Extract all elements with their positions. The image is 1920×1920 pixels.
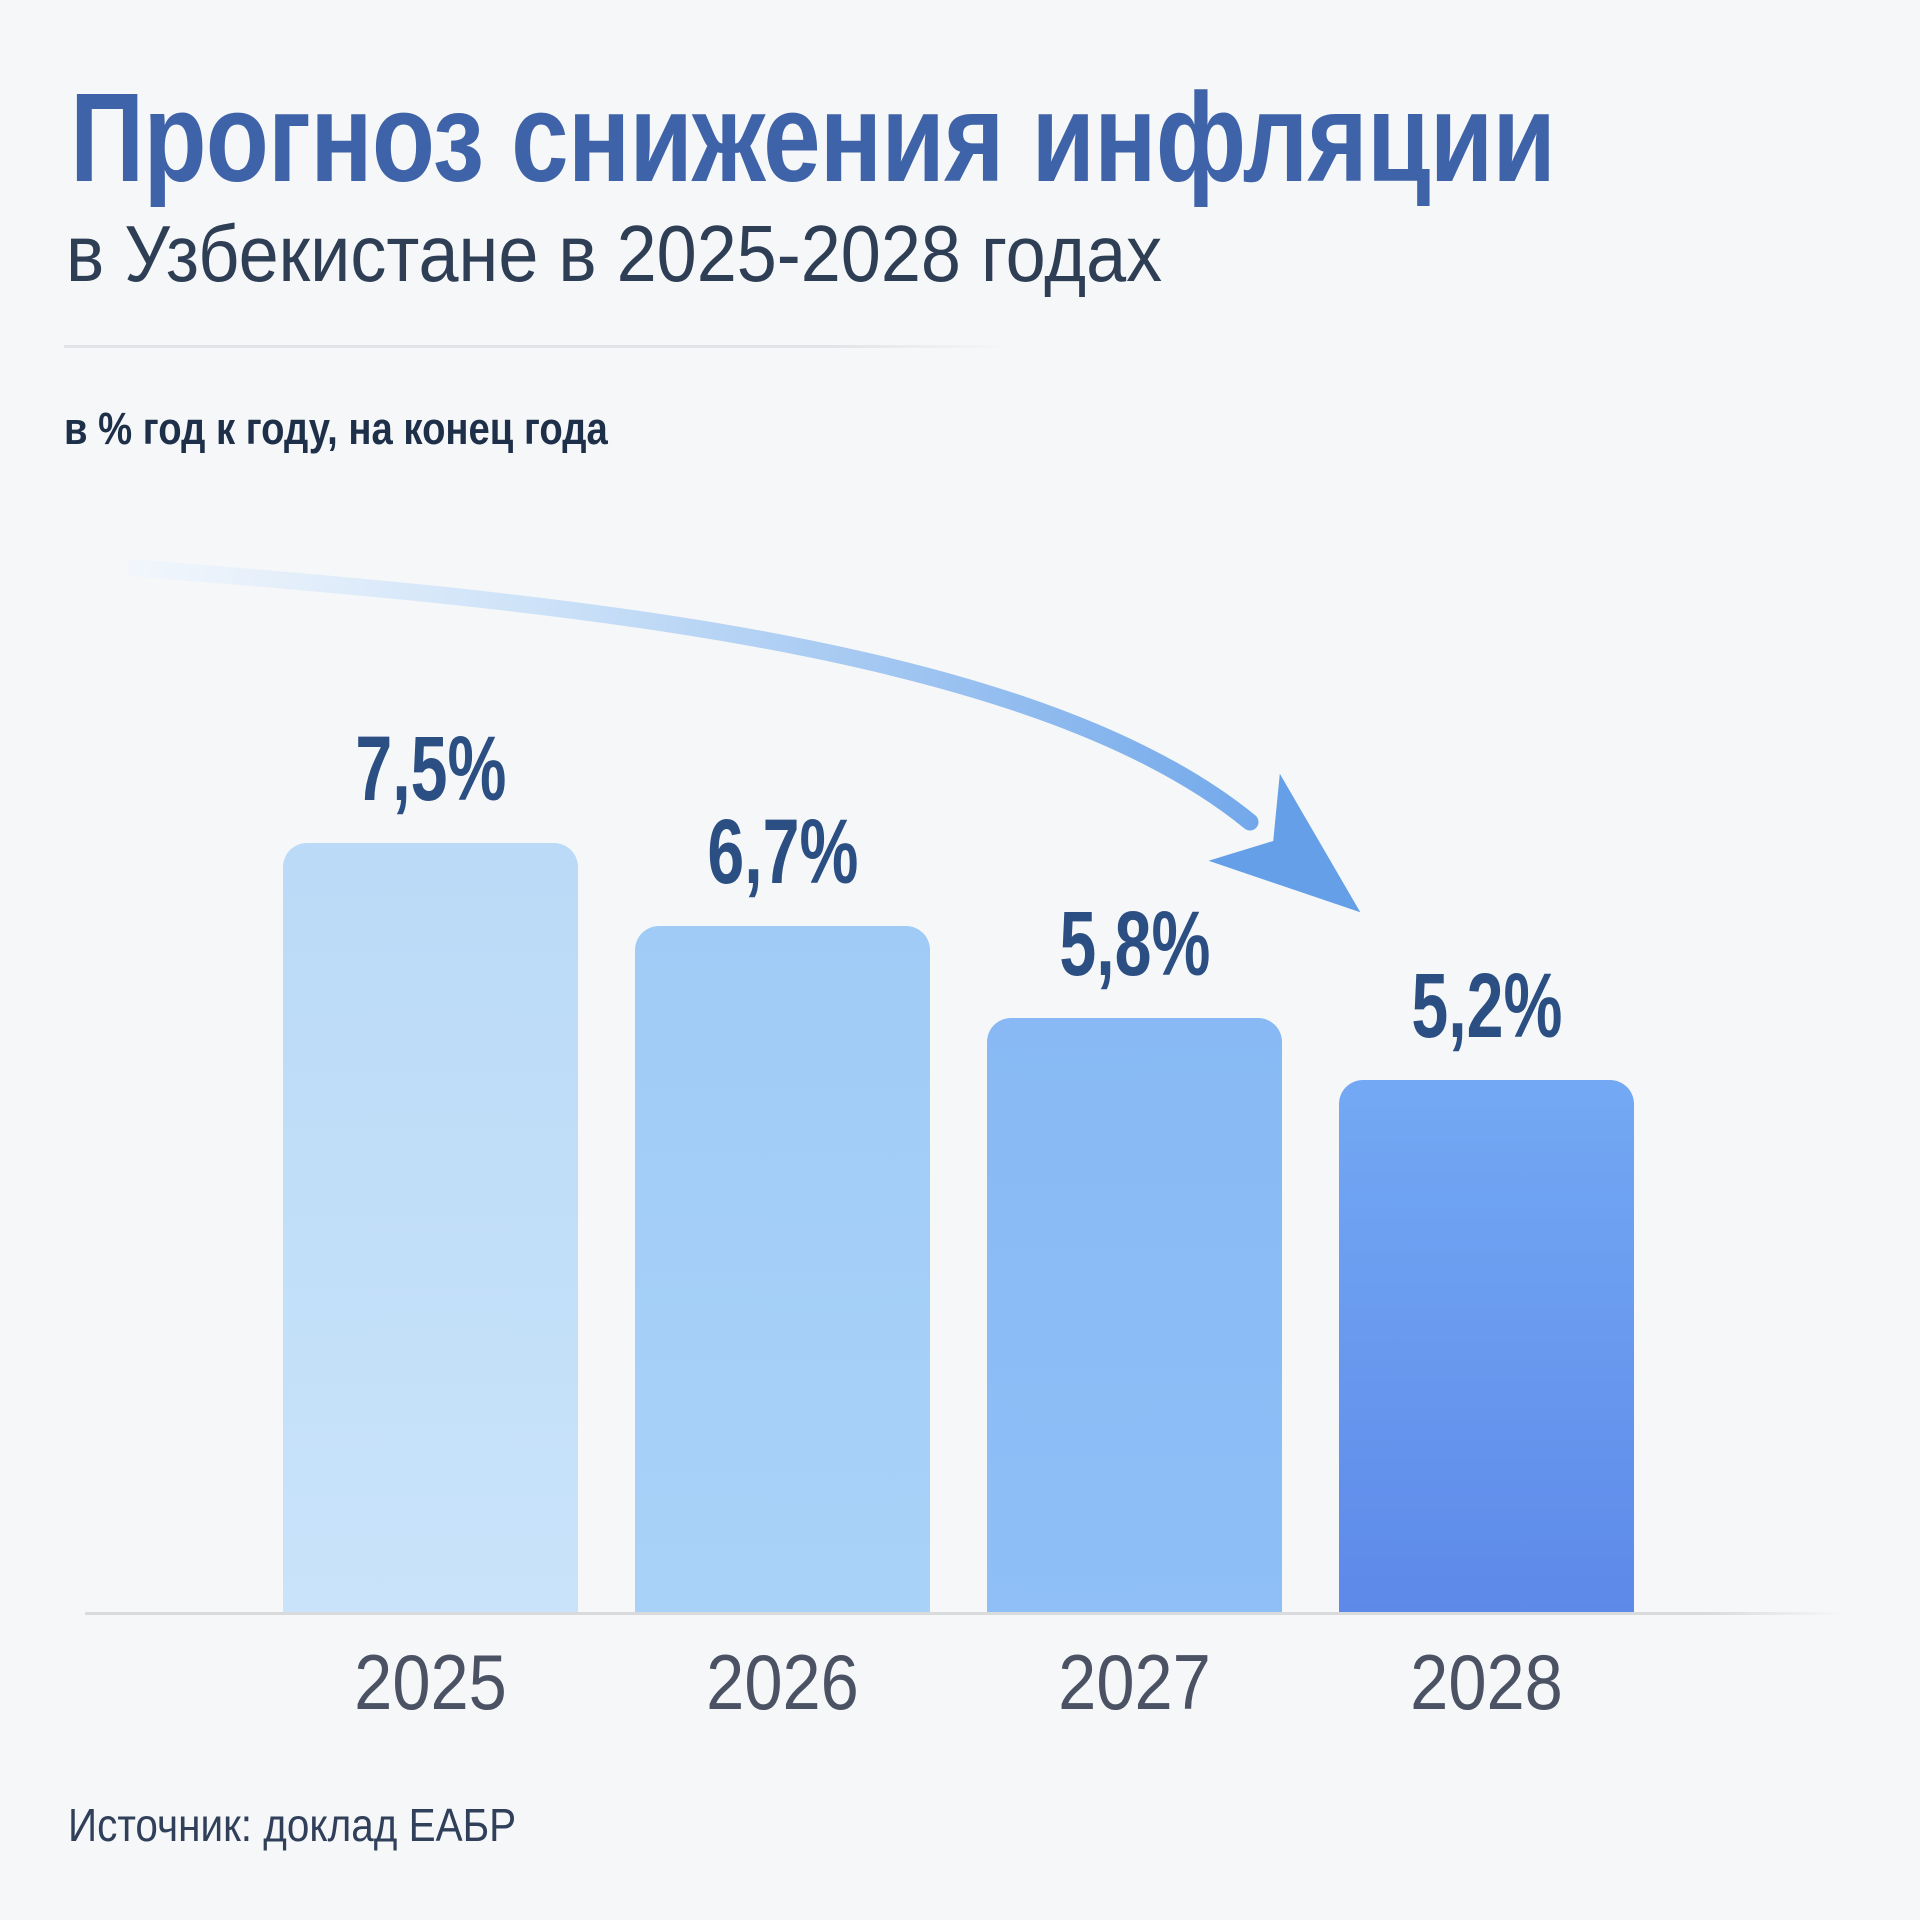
page-subtitle: в Узбекистане в 2025-2028 годах bbox=[66, 209, 1163, 298]
x-tick-2026: 2026 bbox=[706, 1638, 859, 1726]
bar-chart: 7,5% 6,7% 5,8% 5,2% bbox=[283, 723, 1634, 1615]
bar-value-label: 7,5% bbox=[354, 718, 506, 820]
bar-group-2026: 6,7% bbox=[635, 806, 930, 1615]
bar-group-2027: 5,8% bbox=[987, 898, 1282, 1615]
x-tick-2025: 2025 bbox=[354, 1638, 507, 1726]
page-title: Прогноз снижения инфляции bbox=[70, 67, 1556, 208]
bar-2025 bbox=[283, 843, 578, 1615]
bar-group-2028: 5,2% bbox=[1339, 960, 1634, 1615]
bar-group-2025: 7,5% bbox=[283, 723, 578, 1615]
x-axis-labels: 2025 2026 2027 2028 bbox=[283, 1643, 1634, 1721]
header-divider bbox=[64, 345, 1014, 348]
x-tick-2028: 2028 bbox=[1410, 1638, 1563, 1726]
bar-2026 bbox=[635, 926, 930, 1615]
trend-down-arrow-icon bbox=[126, 559, 1361, 913]
x-axis-line bbox=[85, 1612, 1845, 1615]
bar-2028 bbox=[1339, 1080, 1634, 1615]
x-tick-2027: 2027 bbox=[1058, 1638, 1211, 1726]
bar-value-label: 5,8% bbox=[1058, 893, 1210, 995]
source-note: Источник: доклад ЕАБР bbox=[68, 1799, 517, 1851]
bar-value-label: 5,2% bbox=[1410, 955, 1562, 1057]
bar-value-label: 6,7% bbox=[706, 801, 858, 903]
bar-2027 bbox=[987, 1018, 1282, 1615]
unit-label: в % год к году, на конец года bbox=[64, 403, 608, 454]
